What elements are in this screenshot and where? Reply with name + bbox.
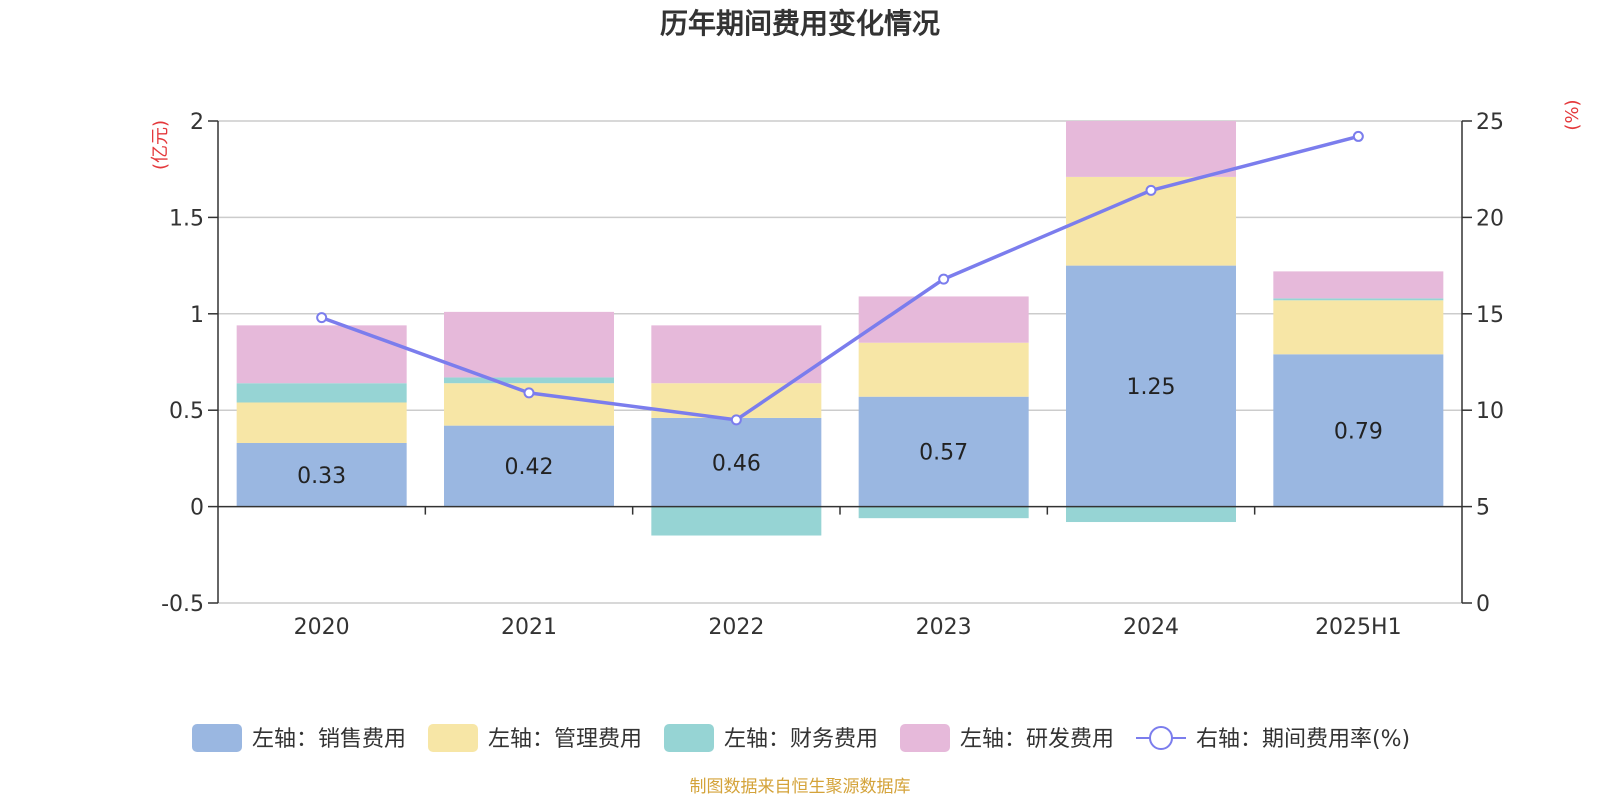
x-axis-tick-label: 2020 bbox=[294, 615, 350, 640]
line-point bbox=[730, 414, 742, 426]
x-axis-tick-label: 2022 bbox=[708, 615, 764, 640]
right-axis-tick-label: 5 bbox=[1476, 496, 1490, 521]
x-axis-tick-label: 2024 bbox=[1123, 615, 1179, 640]
chart-title: 历年期间费用变化情况 bbox=[660, 7, 940, 40]
bar-1-2023 bbox=[858, 396, 1029, 507]
bar-data-label: 0.57 bbox=[919, 441, 968, 466]
bar-4-2022 bbox=[651, 325, 822, 384]
bar-3-2024 bbox=[1066, 506, 1236, 523]
line-point bbox=[938, 273, 950, 285]
bar-1-2020 bbox=[236, 442, 407, 507]
legend-label: 右轴：期间费用率(%) bbox=[1196, 727, 1410, 752]
bar-1-2021 bbox=[444, 425, 614, 507]
bar-4-2021 bbox=[444, 311, 614, 378]
bar-1-2022 bbox=[651, 417, 822, 507]
legend-label: 左轴：管理费用 bbox=[488, 727, 642, 752]
legend-swatch-4 bbox=[900, 724, 950, 752]
bar-2-2020 bbox=[236, 402, 407, 443]
right-axis-tick-label: 0 bbox=[1476, 592, 1490, 617]
x-axis-tick-label: 2021 bbox=[501, 615, 557, 640]
legend-label: 左轴：销售费用 bbox=[252, 727, 406, 752]
source-note: 制图数据来自恒生聚源数据库 bbox=[690, 777, 911, 797]
bar-4-2024 bbox=[1066, 121, 1236, 177]
right-axis-unit: (%) bbox=[1562, 99, 1583, 130]
legend-swatch-3 bbox=[664, 724, 714, 752]
bar-3-2022 bbox=[651, 506, 822, 536]
line-series-rate bbox=[321, 134, 1359, 422]
bar-2-2023 bbox=[858, 342, 1029, 397]
right-axis-tick-label: 10 bbox=[1476, 399, 1504, 424]
right-axis-tick-label: 20 bbox=[1476, 206, 1504, 231]
legend-swatch-2 bbox=[428, 724, 478, 752]
bar-4-2025H1 bbox=[1273, 271, 1444, 299]
bar-4-2020 bbox=[236, 325, 407, 384]
x-axis-tick-label: 2025H1 bbox=[1315, 615, 1402, 640]
left-axis-unit: (亿元) bbox=[150, 120, 171, 170]
legend-label: 左轴：财务费用 bbox=[724, 727, 878, 752]
right-axis-tick-label: 25 bbox=[1476, 110, 1504, 135]
legend-swatch-1 bbox=[192, 724, 242, 752]
bar-3-2023 bbox=[858, 506, 1029, 519]
bar-data-label: 0.33 bbox=[297, 464, 346, 489]
left-axis-tick-label: 0 bbox=[190, 496, 204, 521]
left-axis-tick-label: 1.5 bbox=[169, 206, 204, 231]
bar-3-2021 bbox=[444, 377, 614, 384]
right-axis-tick-label: 15 bbox=[1476, 303, 1504, 328]
legend-line-marker bbox=[1149, 726, 1173, 750]
line-point bbox=[523, 387, 535, 399]
legend-label: 左轴：研发费用 bbox=[960, 727, 1114, 752]
line-point bbox=[1145, 184, 1157, 196]
bar-3-2020 bbox=[236, 383, 407, 403]
left-axis-tick-label: 2 bbox=[190, 110, 204, 135]
bar-data-label: 0.79 bbox=[1334, 419, 1383, 444]
bar-2-2025H1 bbox=[1273, 300, 1444, 355]
left-axis-tick-label: 0.5 bbox=[169, 399, 204, 424]
left-axis-tick-label: -0.5 bbox=[161, 592, 204, 617]
bar-1-2024 bbox=[1066, 265, 1236, 507]
line-point bbox=[1352, 130, 1364, 142]
bar-data-label: 0.42 bbox=[505, 455, 554, 480]
line-point bbox=[316, 312, 328, 324]
x-axis-tick-label: 2023 bbox=[916, 615, 972, 640]
bar-1-2025H1 bbox=[1273, 354, 1444, 507]
bar-data-label: 0.46 bbox=[712, 451, 761, 476]
bar-data-label: 1.25 bbox=[1127, 375, 1176, 400]
left-axis-tick-label: 1 bbox=[190, 303, 204, 328]
bar-3-2025H1 bbox=[1273, 298, 1444, 301]
